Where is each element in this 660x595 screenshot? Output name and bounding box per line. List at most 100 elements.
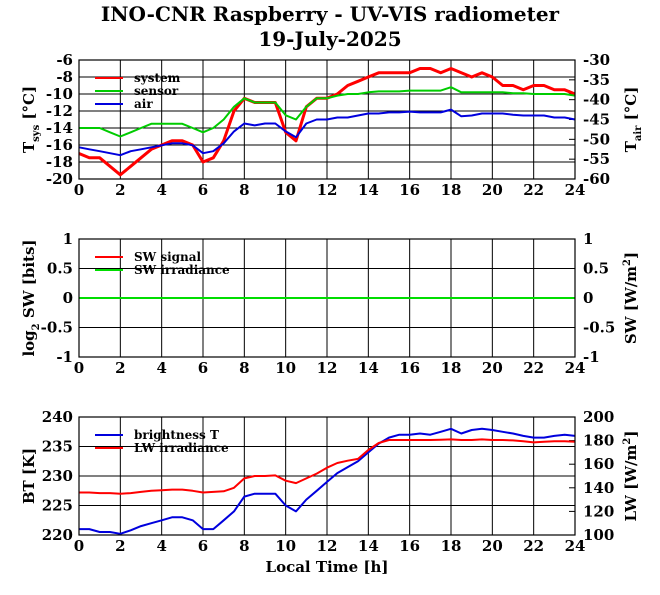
y-left-axis-label: BT [K] <box>20 448 38 504</box>
legend-label: SW signal <box>134 250 202 264</box>
x-tick-label: 14 <box>358 537 379 555</box>
legend-label: air <box>134 97 153 111</box>
y-left-tick-label: 235 <box>42 438 73 456</box>
x-tick-label: 2 <box>115 181 125 199</box>
y-right-tick-label: 120 <box>583 502 614 520</box>
x-tick-label: 14 <box>358 359 379 377</box>
x-tick-label: 12 <box>317 537 338 555</box>
legend-label: LW irradiance <box>134 441 229 455</box>
x-tick-label: 18 <box>441 181 462 199</box>
legend-label: SW irradiance <box>134 263 230 277</box>
y-right-tick-label: -50 <box>583 130 610 148</box>
plot-frame <box>78 238 576 358</box>
x-tick-label: 6 <box>198 537 208 555</box>
legend-label: brightness T <box>134 428 219 442</box>
x-tick-label: 16 <box>399 537 420 555</box>
y-left-axis-label: log2 SW [bits] <box>20 239 42 356</box>
x-tick-label: 18 <box>441 359 462 377</box>
y-left-tick-label: -10 <box>46 85 73 103</box>
legend-label: sensor <box>134 84 179 98</box>
x-tick-label: 20 <box>482 359 503 377</box>
x-tick-label: 16 <box>399 181 420 199</box>
x-tick-label: 0 <box>74 359 84 377</box>
y-right-tick-label: -35 <box>583 71 610 89</box>
x-tick-label: 16 <box>399 359 420 377</box>
x-tick-label: 18 <box>441 537 462 555</box>
x-tick-label: 6 <box>198 181 208 199</box>
y-left-tick-label: 225 <box>42 497 73 515</box>
y-right-tick-label: 1 <box>583 230 593 248</box>
y-left-tick-label: -1 <box>56 348 73 366</box>
y-right-tick-label: 0 <box>583 289 593 307</box>
x-tick-label: 2 <box>115 537 125 555</box>
y-right-tick-label: 0.5 <box>583 260 609 278</box>
x-tick-label: 22 <box>523 181 544 199</box>
y-left-tick-label: 0.5 <box>47 260 73 278</box>
x-tick-label: 14 <box>358 181 379 199</box>
x-tick-label: 24 <box>565 181 586 199</box>
y-right-tick-label: 140 <box>583 479 614 497</box>
x-tick-label: 12 <box>317 181 338 199</box>
x-tick-label: 10 <box>275 359 296 377</box>
figure-subtitle: 19-July-2025 <box>258 27 401 51</box>
panel-2: 0 2 4 6 8 10 12 14 16 18 20 22 2410.50-0.5-110.50-0.… <box>20 230 640 377</box>
y-right-tick-label: 160 <box>583 455 614 473</box>
x-tick-label: 2 <box>115 359 125 377</box>
x-tick-label: 4 <box>156 537 166 555</box>
x-tick-label: 22 <box>523 359 544 377</box>
x-tick-label: 12 <box>317 359 338 377</box>
x-tick-label: 0 <box>74 537 84 555</box>
y-right-tick-label: -40 <box>583 91 610 109</box>
x-tick-label: 10 <box>275 537 296 555</box>
y-left-tick-label: -6 <box>56 51 73 69</box>
y-right-axis-label: LW [W/m2] <box>622 431 640 522</box>
series-line-brightness-t <box>79 427 576 535</box>
y-right-tick-label: 200 <box>583 408 614 426</box>
y-left-tick-label: 240 <box>42 408 73 426</box>
y-left-tick-label: -14 <box>46 119 73 137</box>
x-tick-label: 4 <box>156 359 166 377</box>
y-left-tick-label: -20 <box>46 170 73 188</box>
plot-frame <box>78 416 576 536</box>
y-left-tick-label: 230 <box>42 467 73 485</box>
y-right-tick-label: -55 <box>583 150 610 168</box>
y-right-tick-label: -45 <box>583 111 610 129</box>
panel-1: 0 2 4 6 8 10 12 14 16 18 20 22 24-6-8-10-12-14-16-18… <box>20 51 644 199</box>
panel-3: 0 2 4 6 8 10 12 14 16 18 20 22 242402352302252202001… <box>20 408 640 576</box>
y-left-tick-label: 220 <box>42 526 73 544</box>
x-tick-label: 8 <box>239 181 249 199</box>
y-right-tick-label: -1 <box>583 348 600 366</box>
x-tick-label: 22 <box>523 537 544 555</box>
y-right-axis-label: SW [W/m2] <box>622 252 640 344</box>
y-left-tick-label: -18 <box>46 153 73 171</box>
y-right-tick-label: 100 <box>583 526 614 544</box>
y-left-tick-label: 0 <box>63 289 73 307</box>
y-right-tick-label: -0.5 <box>583 319 615 337</box>
y-right-axis-label: Tair [°C] <box>622 87 644 153</box>
figure-title: INO-CNR Raspberry - UV-VIS radiometer <box>101 2 560 26</box>
y-left-tick-label: -0.5 <box>41 319 73 337</box>
x-tick-label: 24 <box>565 359 586 377</box>
x-tick-label: 20 <box>482 537 503 555</box>
legend-label: system <box>134 71 181 85</box>
x-tick-label: 4 <box>156 181 166 199</box>
y-left-tick-label: -12 <box>46 102 73 120</box>
y-right-tick-label: -30 <box>583 51 610 69</box>
x-tick-label: 6 <box>198 359 208 377</box>
y-left-axis-label: Tsys [°C] <box>20 86 42 153</box>
y-right-tick-label: -60 <box>583 170 610 188</box>
x-tick-label: 10 <box>275 181 296 199</box>
y-left-tick-label: -16 <box>46 136 73 154</box>
x-axis-label: Local Time [h] <box>266 558 389 576</box>
x-tick-label: 8 <box>239 537 249 555</box>
series-line-lw-irradiance <box>79 438 576 495</box>
y-left-tick-label: -8 <box>56 68 73 86</box>
x-tick-label: 0 <box>74 181 84 199</box>
x-tick-label: 20 <box>482 181 503 199</box>
y-right-tick-label: 180 <box>583 432 614 450</box>
x-tick-label: 8 <box>239 359 249 377</box>
y-left-tick-label: 1 <box>63 230 73 248</box>
series-line-sensor <box>79 86 576 138</box>
plot-frame <box>78 59 576 180</box>
